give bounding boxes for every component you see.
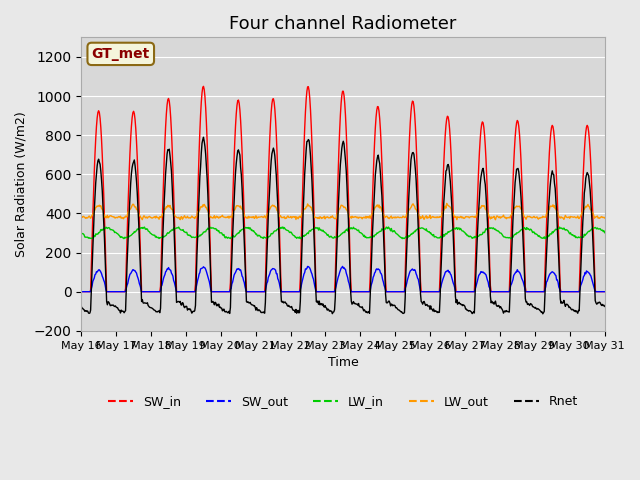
SW_out	[422, 289, 430, 295]
SW_out	[141, 289, 148, 295]
LW_in	[601, 230, 609, 236]
LW_in	[194, 234, 202, 240]
LW_out	[141, 213, 148, 219]
SW_out	[339, 264, 346, 269]
LW_in	[422, 226, 430, 232]
SW_in	[87, 288, 95, 293]
LW_in	[141, 224, 148, 230]
X-axis label: Time: Time	[328, 356, 358, 369]
LW_out	[77, 216, 85, 222]
SW_out	[87, 289, 95, 295]
Text: GT_met: GT_met	[92, 47, 150, 61]
SW_out	[407, 267, 415, 273]
SW_out	[221, 289, 229, 295]
LW_out	[492, 217, 499, 223]
LW_out	[601, 215, 609, 221]
Y-axis label: Solar Radiation (W/m2): Solar Radiation (W/m2)	[15, 111, 28, 257]
Line: Rnet: Rnet	[81, 137, 605, 314]
LW_out	[221, 215, 229, 220]
LW_in	[221, 235, 229, 241]
Rnet	[77, 303, 85, 309]
Rnet	[539, 311, 547, 317]
Rnet	[200, 134, 207, 140]
LW_in	[87, 235, 95, 241]
Title: Four channel Radiometer: Four channel Radiometer	[229, 15, 456, 33]
LW_out	[406, 205, 414, 211]
Rnet	[422, 302, 430, 308]
Line: LW_out: LW_out	[81, 204, 605, 220]
Rnet	[141, 300, 148, 306]
LW_out	[443, 201, 451, 206]
Rnet	[194, 234, 202, 240]
Line: SW_in: SW_in	[81, 86, 605, 292]
LW_in	[77, 230, 85, 236]
SW_in	[422, 289, 430, 295]
LW_in	[407, 231, 415, 237]
SW_out	[77, 289, 85, 295]
SW_in	[77, 289, 85, 295]
Legend: SW_in, SW_out, LW_in, LW_out, Rnet: SW_in, SW_out, LW_in, LW_out, Rnet	[103, 390, 583, 413]
Rnet	[407, 157, 415, 163]
SW_in	[200, 84, 207, 89]
Line: LW_in: LW_in	[81, 227, 605, 239]
LW_in	[279, 224, 287, 230]
LW_in	[507, 236, 515, 241]
Rnet	[222, 309, 230, 314]
SW_in	[601, 289, 609, 295]
SW_in	[222, 289, 230, 295]
LW_out	[422, 214, 429, 219]
Rnet	[87, 307, 95, 313]
Rnet	[601, 303, 609, 309]
SW_in	[141, 289, 148, 295]
SW_out	[194, 277, 202, 283]
LW_out	[194, 208, 202, 214]
LW_out	[87, 216, 95, 221]
SW_out	[601, 289, 609, 295]
SW_in	[194, 197, 202, 203]
SW_in	[407, 109, 415, 115]
Line: SW_out: SW_out	[81, 266, 605, 292]
